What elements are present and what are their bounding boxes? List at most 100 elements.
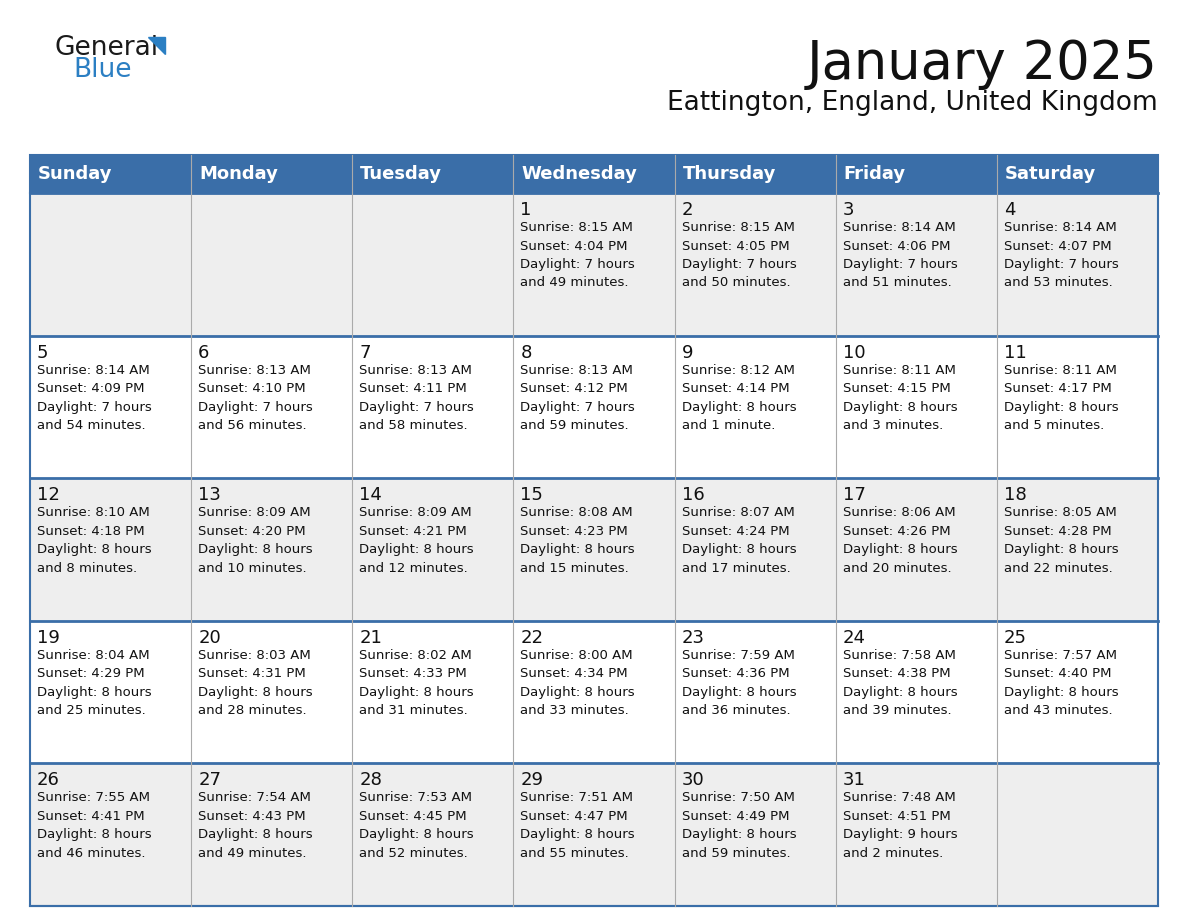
Text: Sunrise: 7:51 AM
Sunset: 4:47 PM
Daylight: 8 hours
and 55 minutes.: Sunrise: 7:51 AM Sunset: 4:47 PM Dayligh…: [520, 791, 636, 860]
FancyBboxPatch shape: [675, 193, 835, 336]
Text: 29: 29: [520, 771, 543, 789]
Polygon shape: [148, 37, 165, 54]
Text: 31: 31: [842, 771, 866, 789]
Text: Sunrise: 8:10 AM
Sunset: 4:18 PM
Daylight: 8 hours
and 8 minutes.: Sunrise: 8:10 AM Sunset: 4:18 PM Dayligh…: [37, 506, 152, 575]
FancyBboxPatch shape: [997, 336, 1158, 478]
Text: 30: 30: [682, 771, 704, 789]
Text: Sunrise: 8:04 AM
Sunset: 4:29 PM
Daylight: 8 hours
and 25 minutes.: Sunrise: 8:04 AM Sunset: 4:29 PM Dayligh…: [37, 649, 152, 717]
FancyBboxPatch shape: [30, 621, 191, 764]
Text: 20: 20: [198, 629, 221, 647]
FancyBboxPatch shape: [675, 336, 835, 478]
Text: 12: 12: [37, 487, 59, 504]
Text: 23: 23: [682, 629, 704, 647]
FancyBboxPatch shape: [191, 764, 353, 906]
Text: Blue: Blue: [72, 57, 132, 83]
Text: 8: 8: [520, 343, 532, 362]
Text: Tuesday: Tuesday: [360, 165, 442, 183]
FancyBboxPatch shape: [835, 336, 997, 478]
Text: 3: 3: [842, 201, 854, 219]
Text: 26: 26: [37, 771, 59, 789]
FancyBboxPatch shape: [191, 478, 353, 621]
Text: 25: 25: [1004, 629, 1026, 647]
FancyBboxPatch shape: [30, 155, 191, 193]
FancyBboxPatch shape: [997, 155, 1158, 193]
FancyBboxPatch shape: [513, 478, 675, 621]
Text: Sunrise: 8:15 AM
Sunset: 4:04 PM
Daylight: 7 hours
and 49 minutes.: Sunrise: 8:15 AM Sunset: 4:04 PM Dayligh…: [520, 221, 636, 289]
Text: 7: 7: [359, 343, 371, 362]
Text: 4: 4: [1004, 201, 1016, 219]
FancyBboxPatch shape: [353, 478, 513, 621]
FancyBboxPatch shape: [835, 193, 997, 336]
FancyBboxPatch shape: [675, 621, 835, 764]
FancyBboxPatch shape: [191, 336, 353, 478]
Text: 9: 9: [682, 343, 693, 362]
FancyBboxPatch shape: [191, 155, 353, 193]
Text: Sunrise: 7:50 AM
Sunset: 4:49 PM
Daylight: 8 hours
and 59 minutes.: Sunrise: 7:50 AM Sunset: 4:49 PM Dayligh…: [682, 791, 796, 860]
FancyBboxPatch shape: [30, 193, 191, 336]
FancyBboxPatch shape: [353, 764, 513, 906]
FancyBboxPatch shape: [30, 478, 191, 621]
FancyBboxPatch shape: [997, 478, 1158, 621]
Text: 18: 18: [1004, 487, 1026, 504]
Text: 16: 16: [682, 487, 704, 504]
Text: 28: 28: [359, 771, 383, 789]
Text: Saturday: Saturday: [1005, 165, 1097, 183]
FancyBboxPatch shape: [675, 764, 835, 906]
Text: 13: 13: [198, 487, 221, 504]
FancyBboxPatch shape: [30, 336, 191, 478]
Text: Sunrise: 8:09 AM
Sunset: 4:21 PM
Daylight: 8 hours
and 12 minutes.: Sunrise: 8:09 AM Sunset: 4:21 PM Dayligh…: [359, 506, 474, 575]
FancyBboxPatch shape: [513, 764, 675, 906]
FancyBboxPatch shape: [353, 193, 513, 336]
FancyBboxPatch shape: [513, 155, 675, 193]
Text: Sunrise: 8:02 AM
Sunset: 4:33 PM
Daylight: 8 hours
and 31 minutes.: Sunrise: 8:02 AM Sunset: 4:33 PM Dayligh…: [359, 649, 474, 717]
Text: 2: 2: [682, 201, 693, 219]
FancyBboxPatch shape: [835, 621, 997, 764]
Text: 5: 5: [37, 343, 49, 362]
FancyBboxPatch shape: [513, 336, 675, 478]
Text: Sunrise: 7:54 AM
Sunset: 4:43 PM
Daylight: 8 hours
and 49 minutes.: Sunrise: 7:54 AM Sunset: 4:43 PM Dayligh…: [198, 791, 312, 860]
FancyBboxPatch shape: [30, 764, 191, 906]
Text: Sunrise: 8:00 AM
Sunset: 4:34 PM
Daylight: 8 hours
and 33 minutes.: Sunrise: 8:00 AM Sunset: 4:34 PM Dayligh…: [520, 649, 636, 717]
Text: Sunrise: 8:11 AM
Sunset: 4:15 PM
Daylight: 8 hours
and 3 minutes.: Sunrise: 8:11 AM Sunset: 4:15 PM Dayligh…: [842, 364, 958, 432]
Text: 14: 14: [359, 487, 383, 504]
Text: General: General: [55, 35, 159, 61]
Text: 15: 15: [520, 487, 543, 504]
Text: Sunrise: 8:13 AM
Sunset: 4:11 PM
Daylight: 7 hours
and 58 minutes.: Sunrise: 8:13 AM Sunset: 4:11 PM Dayligh…: [359, 364, 474, 432]
Text: Thursday: Thursday: [683, 165, 776, 183]
FancyBboxPatch shape: [353, 336, 513, 478]
FancyBboxPatch shape: [353, 155, 513, 193]
Text: Sunrise: 8:12 AM
Sunset: 4:14 PM
Daylight: 8 hours
and 1 minute.: Sunrise: 8:12 AM Sunset: 4:14 PM Dayligh…: [682, 364, 796, 432]
Text: Sunrise: 7:53 AM
Sunset: 4:45 PM
Daylight: 8 hours
and 52 minutes.: Sunrise: 7:53 AM Sunset: 4:45 PM Dayligh…: [359, 791, 474, 860]
Text: Sunrise: 8:14 AM
Sunset: 4:06 PM
Daylight: 7 hours
and 51 minutes.: Sunrise: 8:14 AM Sunset: 4:06 PM Dayligh…: [842, 221, 958, 289]
Text: Eattington, England, United Kingdom: Eattington, England, United Kingdom: [668, 90, 1158, 116]
FancyBboxPatch shape: [835, 764, 997, 906]
Text: Sunrise: 8:11 AM
Sunset: 4:17 PM
Daylight: 8 hours
and 5 minutes.: Sunrise: 8:11 AM Sunset: 4:17 PM Dayligh…: [1004, 364, 1118, 432]
FancyBboxPatch shape: [191, 193, 353, 336]
Text: Sunrise: 8:14 AM
Sunset: 4:09 PM
Daylight: 7 hours
and 54 minutes.: Sunrise: 8:14 AM Sunset: 4:09 PM Dayligh…: [37, 364, 152, 432]
Text: 1: 1: [520, 201, 532, 219]
FancyBboxPatch shape: [835, 155, 997, 193]
Text: Sunrise: 7:48 AM
Sunset: 4:51 PM
Daylight: 9 hours
and 2 minutes.: Sunrise: 7:48 AM Sunset: 4:51 PM Dayligh…: [842, 791, 958, 860]
Text: 10: 10: [842, 343, 865, 362]
FancyBboxPatch shape: [835, 478, 997, 621]
Text: Sunrise: 8:08 AM
Sunset: 4:23 PM
Daylight: 8 hours
and 15 minutes.: Sunrise: 8:08 AM Sunset: 4:23 PM Dayligh…: [520, 506, 636, 575]
Text: Sunrise: 7:57 AM
Sunset: 4:40 PM
Daylight: 8 hours
and 43 minutes.: Sunrise: 7:57 AM Sunset: 4:40 PM Dayligh…: [1004, 649, 1118, 717]
Text: Sunrise: 8:09 AM
Sunset: 4:20 PM
Daylight: 8 hours
and 10 minutes.: Sunrise: 8:09 AM Sunset: 4:20 PM Dayligh…: [198, 506, 312, 575]
Text: Wednesday: Wednesday: [522, 165, 637, 183]
Text: Sunrise: 7:59 AM
Sunset: 4:36 PM
Daylight: 8 hours
and 36 minutes.: Sunrise: 7:59 AM Sunset: 4:36 PM Dayligh…: [682, 649, 796, 717]
Text: Sunrise: 8:13 AM
Sunset: 4:12 PM
Daylight: 7 hours
and 59 minutes.: Sunrise: 8:13 AM Sunset: 4:12 PM Dayligh…: [520, 364, 636, 432]
FancyBboxPatch shape: [353, 621, 513, 764]
Text: January 2025: January 2025: [807, 38, 1158, 90]
Text: Sunrise: 8:06 AM
Sunset: 4:26 PM
Daylight: 8 hours
and 20 minutes.: Sunrise: 8:06 AM Sunset: 4:26 PM Dayligh…: [842, 506, 958, 575]
Text: Sunrise: 8:15 AM
Sunset: 4:05 PM
Daylight: 7 hours
and 50 minutes.: Sunrise: 8:15 AM Sunset: 4:05 PM Dayligh…: [682, 221, 796, 289]
Text: 11: 11: [1004, 343, 1026, 362]
FancyBboxPatch shape: [997, 764, 1158, 906]
Text: Sunrise: 8:13 AM
Sunset: 4:10 PM
Daylight: 7 hours
and 56 minutes.: Sunrise: 8:13 AM Sunset: 4:10 PM Dayligh…: [198, 364, 312, 432]
Text: Sunrise: 8:03 AM
Sunset: 4:31 PM
Daylight: 8 hours
and 28 minutes.: Sunrise: 8:03 AM Sunset: 4:31 PM Dayligh…: [198, 649, 312, 717]
FancyBboxPatch shape: [513, 193, 675, 336]
FancyBboxPatch shape: [675, 155, 835, 193]
Text: 27: 27: [198, 771, 221, 789]
Text: Monday: Monday: [200, 165, 278, 183]
Text: 17: 17: [842, 487, 866, 504]
Text: Friday: Friday: [843, 165, 905, 183]
